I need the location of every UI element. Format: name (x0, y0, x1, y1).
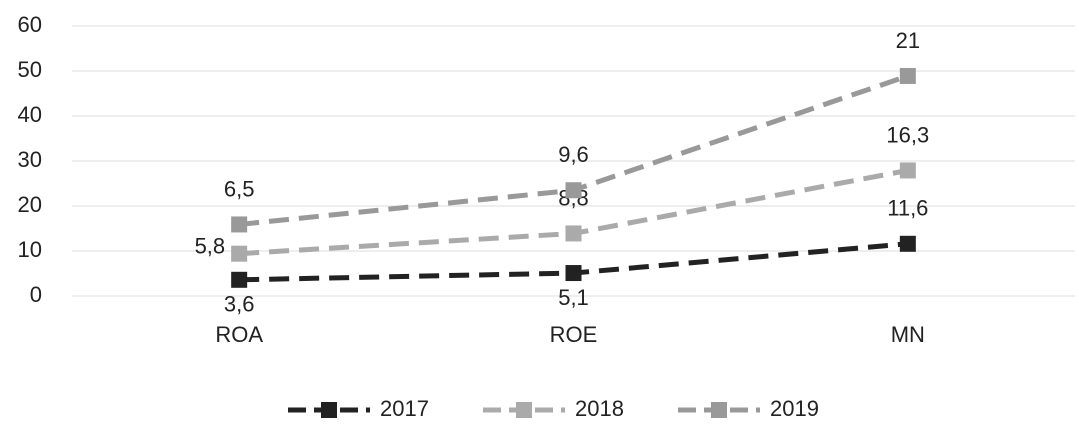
marker (899, 162, 916, 179)
legend-label: 2019 (770, 396, 819, 421)
y-tick-label: 30 (18, 147, 42, 172)
marker (565, 225, 582, 242)
x-tick-label: ROA (215, 322, 263, 347)
y-tick-label: 20 (18, 192, 42, 217)
y-tick-label: 40 (18, 102, 42, 127)
marker (231, 271, 248, 288)
data-label: 6,5 (224, 176, 255, 201)
x-tick-label: ROE (550, 322, 598, 347)
legend-label: 2017 (380, 396, 429, 421)
legend-marker (516, 402, 532, 418)
data-label: 5,8 (195, 234, 226, 259)
marker (565, 182, 582, 199)
marker (899, 67, 916, 84)
x-tick-label: MN (891, 322, 925, 347)
y-tick-label: 60 (18, 12, 42, 37)
y-tick-label: 0 (30, 282, 42, 307)
marker (565, 265, 582, 282)
data-label: 5,1 (558, 285, 589, 310)
legend-marker (321, 402, 337, 418)
marker (231, 245, 248, 262)
marker (231, 216, 248, 233)
legend-marker (711, 402, 727, 418)
y-tick-label: 50 (18, 57, 42, 82)
data-label: 21 (896, 28, 920, 53)
data-label: 11,6 (887, 196, 928, 221)
y-tick-label: 10 (18, 237, 42, 262)
marker (899, 235, 916, 252)
data-label: 16,3 (886, 122, 929, 147)
data-label: 3,6 (224, 292, 255, 317)
legend-label: 2018 (575, 396, 624, 421)
data-label: 9,6 (558, 142, 589, 167)
